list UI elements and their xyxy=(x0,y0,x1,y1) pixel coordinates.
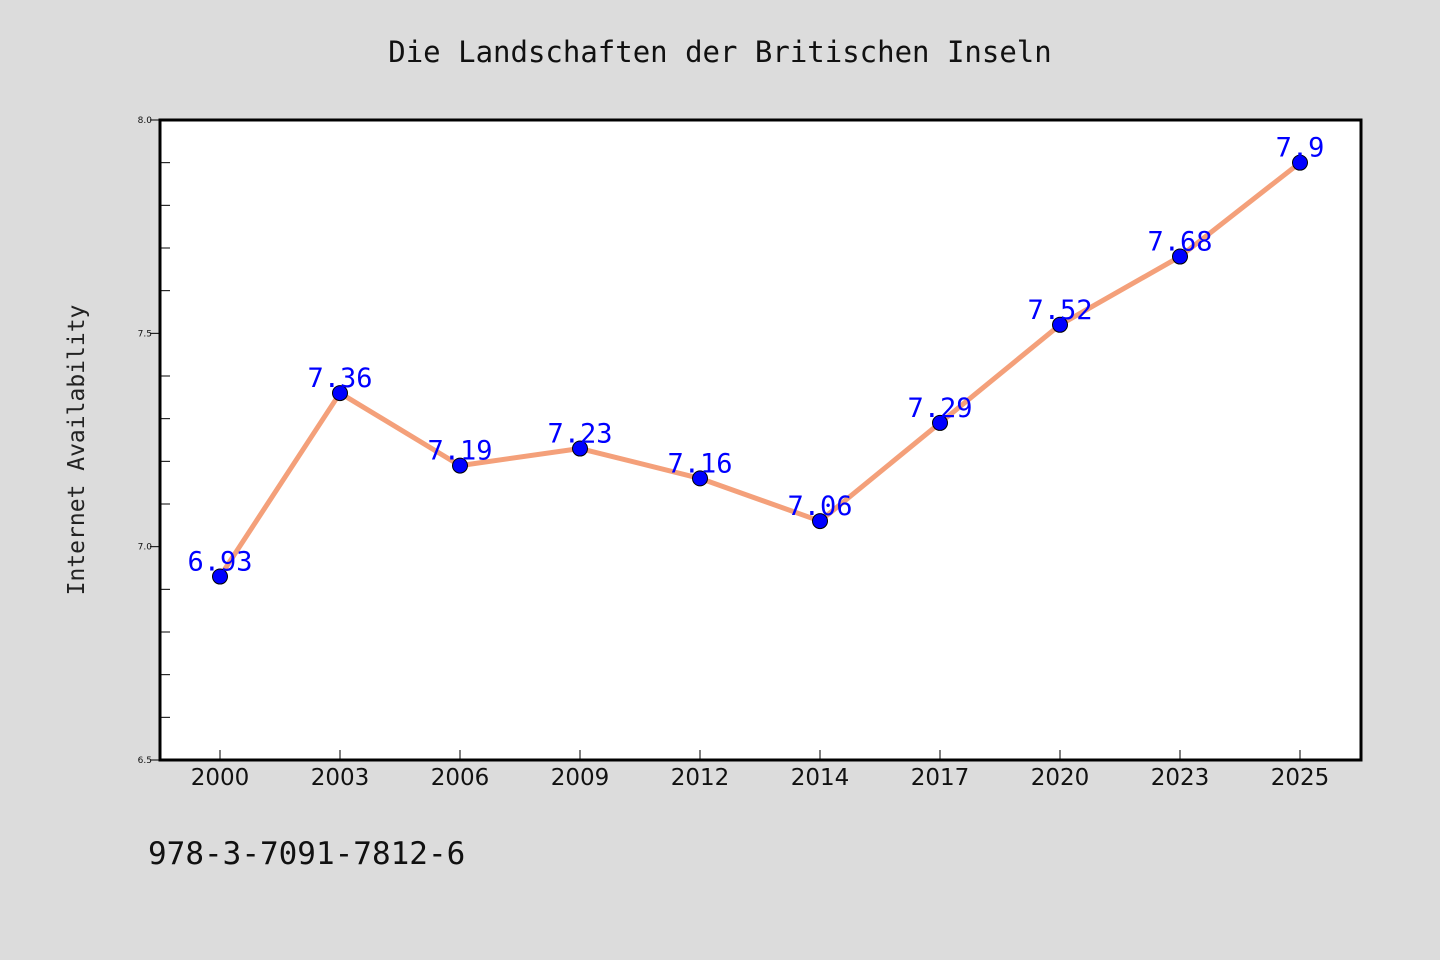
data-label: 7.16 xyxy=(667,448,732,479)
x-tick-label: 2006 xyxy=(431,765,490,791)
y-axis: 6.5 7.0 7.5 8.0 xyxy=(138,116,170,766)
y-tick-label: 6.5 xyxy=(138,756,152,766)
x-axis: 2000 2003 2006 2009 2012 2014 2017 2020 2023 2025 xyxy=(191,750,1330,791)
y-tick-label: 8.0 xyxy=(138,116,153,126)
data-label: 7.29 xyxy=(907,393,972,424)
series-line xyxy=(217,160,1302,578)
data-label: 7.52 xyxy=(1027,295,1092,326)
data-label: 7.23 xyxy=(547,419,612,450)
data-point-marker xyxy=(452,457,468,474)
x-tick-label: 2012 xyxy=(671,765,730,791)
data-label: 7.9 xyxy=(1276,133,1325,164)
data-point-marker xyxy=(1172,248,1188,265)
data-point-marker xyxy=(932,414,948,431)
x-tick-label: 2009 xyxy=(551,765,610,791)
data-label: 7.19 xyxy=(427,436,492,467)
data-point-marker xyxy=(332,385,348,402)
data-point-marker xyxy=(1292,154,1308,171)
data-label: 6.93 xyxy=(187,547,252,578)
data-label: 7.68 xyxy=(1147,227,1212,258)
data-point-marker xyxy=(572,440,588,457)
data-point-marker xyxy=(812,513,828,530)
x-tick-label: 2014 xyxy=(791,765,850,791)
y-tick-label: 7.5 xyxy=(138,329,152,339)
y-tick-label: 7.0 xyxy=(138,543,153,553)
data-point-marker xyxy=(692,470,708,487)
data-point-marker xyxy=(212,568,228,585)
plot-area xyxy=(158,118,1363,762)
x-tick-label: 2017 xyxy=(911,765,970,791)
data-label: 7.06 xyxy=(787,491,852,522)
data-label: 7.36 xyxy=(307,363,372,394)
x-tick-label: 2003 xyxy=(311,765,370,791)
x-tick-label: 2000 xyxy=(191,765,250,791)
x-tick-label: 2025 xyxy=(1271,765,1330,791)
data-point-marker xyxy=(1052,316,1068,333)
series-layer: 6.93 7.36 7.19 7.23 7.16 7.06 7.29 7.52 7.68 7.9 xyxy=(187,133,1325,585)
isbn-text: 978-3-7091-7812-6 xyxy=(148,836,465,872)
x-tick-label: 2020 xyxy=(1031,765,1090,791)
x-tick-label: 2023 xyxy=(1151,765,1210,791)
chart-title: Die Landschaften der Britischen Inseln xyxy=(388,35,1051,69)
y-axis-label: Internet Availability xyxy=(64,305,90,596)
